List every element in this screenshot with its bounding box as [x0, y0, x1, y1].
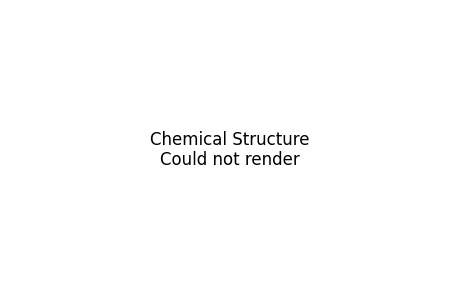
Text: Chemical Structure
Could not render: Chemical Structure Could not render — [150, 130, 309, 170]
